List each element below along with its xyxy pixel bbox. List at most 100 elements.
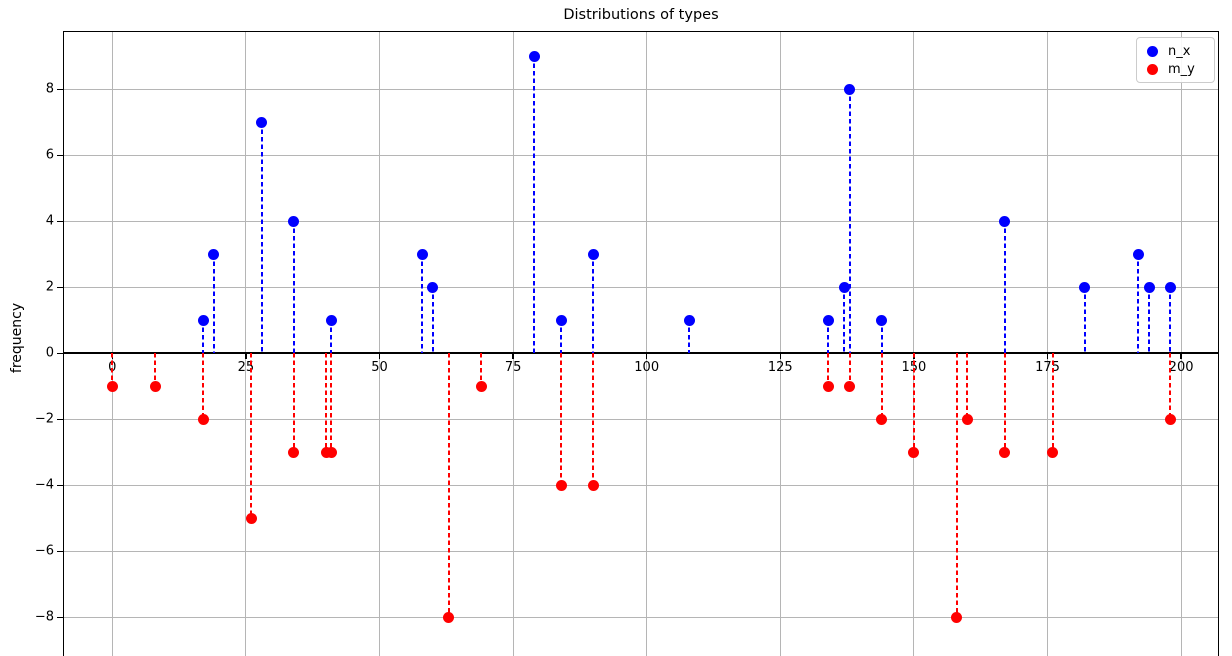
x-tick bbox=[1180, 353, 1182, 360]
stem-line bbox=[111, 353, 114, 387]
left-spine bbox=[63, 31, 65, 656]
stem-line bbox=[202, 320, 205, 354]
data-point-marker bbox=[555, 314, 567, 326]
stem-line bbox=[1169, 287, 1172, 354]
stem-line bbox=[421, 254, 424, 354]
stem-line bbox=[1051, 353, 1054, 453]
data-point-marker bbox=[838, 281, 850, 293]
legend-label-n-x: n_x bbox=[1168, 44, 1191, 60]
x-tick bbox=[512, 353, 514, 360]
data-point-marker bbox=[106, 380, 118, 392]
gridline-horizontal bbox=[63, 88, 1219, 90]
x-tick bbox=[1046, 353, 1049, 360]
stem-line bbox=[827, 353, 830, 387]
stem-line bbox=[292, 221, 295, 354]
data-point-marker bbox=[844, 380, 856, 392]
stem-line bbox=[1137, 254, 1140, 354]
stem-line bbox=[688, 320, 691, 354]
gridline-vertical bbox=[379, 31, 380, 656]
stem-line bbox=[592, 254, 595, 354]
data-point-marker bbox=[288, 446, 300, 458]
y-tick-label: 6 bbox=[45, 147, 54, 163]
data-point-marker bbox=[961, 413, 973, 425]
stem-line bbox=[848, 353, 851, 387]
y-tick bbox=[57, 88, 63, 90]
stem-line bbox=[880, 353, 883, 420]
data-point-marker bbox=[1164, 281, 1176, 293]
stem-line bbox=[966, 353, 969, 420]
data-point-marker bbox=[475, 380, 487, 392]
stem-line bbox=[827, 320, 830, 354]
y-tick-label: 0 bbox=[45, 345, 54, 361]
stem-line bbox=[330, 320, 333, 354]
stem-line bbox=[848, 89, 851, 354]
gridline-horizontal bbox=[63, 286, 1219, 288]
data-point-marker bbox=[844, 83, 856, 95]
x-tick-label: 175 bbox=[1035, 360, 1060, 376]
y-tick bbox=[57, 154, 63, 156]
x-tick-label: 125 bbox=[767, 360, 793, 376]
data-point-marker bbox=[587, 479, 599, 491]
data-point-marker bbox=[951, 611, 963, 623]
x-tick-label: 75 bbox=[504, 360, 522, 376]
stem-line bbox=[202, 353, 205, 420]
gridline-horizontal bbox=[63, 484, 1219, 486]
data-point-marker bbox=[149, 380, 161, 392]
y-tick-label: −4 bbox=[34, 477, 54, 493]
data-point-marker bbox=[1132, 248, 1144, 260]
data-point-marker bbox=[822, 380, 834, 392]
stem-line bbox=[292, 353, 295, 453]
stem-line bbox=[330, 353, 333, 453]
data-point-marker bbox=[683, 314, 695, 326]
gridline-vertical bbox=[646, 31, 648, 656]
gridline-vertical bbox=[1180, 31, 1182, 656]
data-point-marker bbox=[208, 248, 220, 260]
legend-label-m-y: m_y bbox=[1168, 61, 1195, 77]
data-point-marker bbox=[325, 446, 337, 458]
y-tick bbox=[57, 484, 63, 486]
y-axis-label: frequency bbox=[9, 302, 25, 374]
stem-line bbox=[1003, 353, 1006, 453]
data-point-marker bbox=[528, 50, 540, 62]
gridline-vertical bbox=[111, 31, 113, 656]
x-tick-label: 200 bbox=[1168, 360, 1194, 376]
stem-line bbox=[1169, 353, 1172, 420]
x-axis-line bbox=[63, 352, 1219, 355]
gridline-horizontal bbox=[63, 154, 1219, 156]
y-tick bbox=[57, 286, 63, 288]
data-point-marker bbox=[876, 314, 888, 326]
x-tick-label: 25 bbox=[237, 360, 255, 376]
stem-line bbox=[592, 353, 595, 486]
y-tick-label: 2 bbox=[45, 279, 54, 295]
gridline-vertical bbox=[1047, 31, 1048, 656]
stem-line bbox=[480, 353, 483, 387]
data-point-marker bbox=[999, 446, 1011, 458]
chart-title: Distributions of types bbox=[563, 7, 719, 23]
data-point-marker bbox=[999, 215, 1011, 227]
data-point-marker bbox=[1079, 281, 1091, 293]
data-point-marker bbox=[822, 314, 834, 326]
stem-line bbox=[912, 353, 915, 453]
stem-line bbox=[154, 353, 157, 387]
y-tick-label: −8 bbox=[34, 609, 54, 625]
y-tick bbox=[57, 352, 63, 354]
gridline-horizontal bbox=[63, 220, 1219, 222]
data-point-marker bbox=[876, 413, 888, 425]
stem-line bbox=[260, 122, 263, 354]
stem-line bbox=[447, 353, 450, 618]
y-tick-label: −6 bbox=[34, 543, 54, 559]
data-point-marker bbox=[555, 479, 567, 491]
data-point-marker bbox=[245, 512, 257, 524]
legend-entry-m-y: m_y bbox=[1147, 62, 1206, 77]
stem-line bbox=[1083, 287, 1086, 354]
data-point-marker bbox=[1164, 413, 1176, 425]
legend: n_x m_y bbox=[1136, 37, 1215, 83]
data-point-marker bbox=[908, 446, 920, 458]
y-tick bbox=[57, 616, 63, 618]
data-point-marker bbox=[256, 116, 268, 128]
stem-line bbox=[533, 56, 536, 354]
data-point-marker bbox=[427, 281, 439, 293]
y-tick bbox=[57, 418, 63, 420]
top-spine bbox=[63, 31, 1219, 33]
